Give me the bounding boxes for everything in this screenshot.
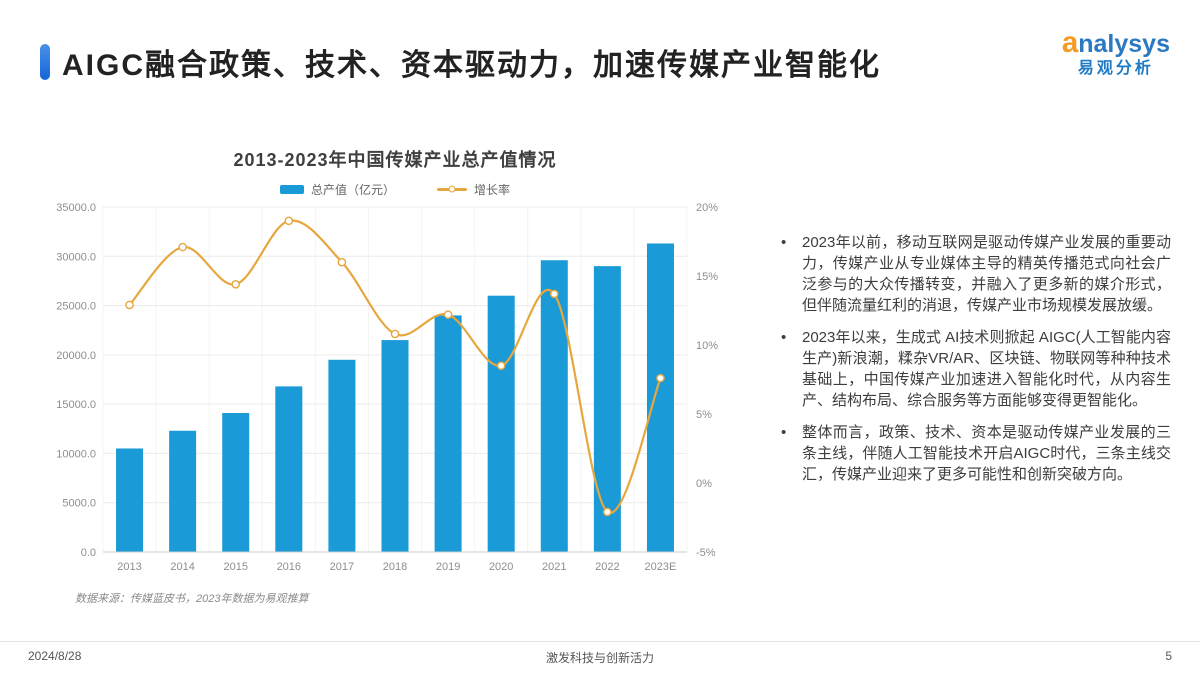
svg-text:-5%: -5% xyxy=(696,547,716,559)
svg-text:2021: 2021 xyxy=(542,561,566,573)
svg-text:2014: 2014 xyxy=(170,561,194,573)
legend-item-output: 总产值（亿元） xyxy=(279,181,395,198)
bullet-item-3: • 整体而言，政策、技术、资本是驱动传媒产业发展的三条主线，伴随人工智能技术开启… xyxy=(775,422,1171,485)
svg-text:2015: 2015 xyxy=(223,561,247,573)
legend-line-label: 增长率 xyxy=(474,182,511,197)
footer: 2024/8/28 激发科技与创新活力 5 xyxy=(0,641,1200,675)
footer-page-number: 5 xyxy=(1165,649,1172,663)
footer-slogan: 激发科技与创新活力 xyxy=(545,651,655,665)
svg-text:15%: 15% xyxy=(696,271,718,283)
svg-text:10%: 10% xyxy=(696,340,718,352)
bullet-dot: • xyxy=(781,424,787,441)
bullet-text-1: 2023年以前，移动互联网是驱动传媒产业发展的重要动力，传媒产业从专业媒体主导的… xyxy=(802,234,1171,314)
source-note: 数据来源：传媒蓝皮书，2023年数据为易观推算 xyxy=(75,593,309,605)
page-title: AIGC融合政策、技术、资本驱动力，加速传媒产业智能化 xyxy=(62,49,881,82)
bar-line-chart: 0.0 5000.0 10000.0 15000.0 20000.0 25000.0 300… xyxy=(56,202,718,573)
bullet-text-2: 2023年以来，生成式 AI技术则掀起 AIGC(人工智能内容生产)新浪潮，糅杂… xyxy=(802,329,1171,409)
analysys-logo: analysys 易观分析 xyxy=(1062,28,1170,78)
svg-text:2016: 2016 xyxy=(277,561,301,573)
bullet-dot: • xyxy=(781,329,787,346)
bullet-item-1: • 2023年以前，移动互联网是驱动传媒产业发展的重要动力，传媒产业从专业媒体主… xyxy=(775,232,1171,316)
svg-text:2019: 2019 xyxy=(436,561,460,573)
insights-panel: • 2023年以前，移动互联网是驱动传媒产业发展的重要动力，传媒产业从专业媒体主… xyxy=(775,232,1171,496)
svg-text:5%: 5% xyxy=(696,409,712,421)
bullet-dot: • xyxy=(781,234,787,251)
legend-bar-label: 总产值（亿元） xyxy=(310,182,395,197)
svg-text:2017: 2017 xyxy=(330,561,354,573)
bullet-item-2: • 2023年以来，生成式 AI技术则掀起 AIGC(人工智能内容生产)新浪潮，… xyxy=(775,327,1171,411)
svg-text:5000.0: 5000.0 xyxy=(62,498,96,510)
svg-text:2023E: 2023E xyxy=(645,561,677,573)
svg-text:2020: 2020 xyxy=(489,561,513,573)
svg-text:20%: 20% xyxy=(696,202,718,214)
chart-panel: 2013-2023年中国传媒产业总产值情况 总产值（亿元） 增长率 0.0 500… xyxy=(55,135,735,606)
legend-line-swatch xyxy=(437,185,467,193)
svg-text:2013: 2013 xyxy=(117,561,141,573)
legend-bar-swatch xyxy=(279,184,304,194)
legend-item-growth: 增长率 xyxy=(437,181,510,198)
insights-list: • 2023年以前，移动互联网是驱动传媒产业发展的重要动力，传媒产业从专业媒体主… xyxy=(775,232,1171,485)
svg-text:2022: 2022 xyxy=(595,561,619,573)
svg-text:2018: 2018 xyxy=(383,561,407,573)
svg-text:35000.0: 35000.0 xyxy=(56,202,96,214)
svg-text:25000.0: 25000.0 xyxy=(56,301,96,313)
svg-text:15000.0: 15000.0 xyxy=(56,399,96,411)
svg-text:30000.0: 30000.0 xyxy=(56,251,96,263)
svg-text:0%: 0% xyxy=(696,478,712,490)
svg-text:10000.0: 10000.0 xyxy=(56,448,96,460)
chart-title: 2013-2023年中国传媒产业总产值情况 xyxy=(233,150,557,170)
header: AIGC融合政策、技术、资本驱动力，加速传媒产业智能化 xyxy=(40,40,881,84)
chart-legend: 总产值（亿元） 增长率 xyxy=(55,181,735,198)
bullet-text-3: 整体而言，政策、技术、资本是驱动传媒产业发展的三条主线，伴随人工智能技术开启AI… xyxy=(802,424,1171,483)
footer-date: 2024/8/28 xyxy=(28,649,82,663)
svg-text:20000.0: 20000.0 xyxy=(56,350,96,362)
analysys-wordmark: analysys xyxy=(1061,26,1170,59)
analysys-chinese-name: 易观分析 xyxy=(1077,59,1154,77)
title-accent-bar xyxy=(40,44,50,80)
svg-text:0.0: 0.0 xyxy=(81,547,96,559)
